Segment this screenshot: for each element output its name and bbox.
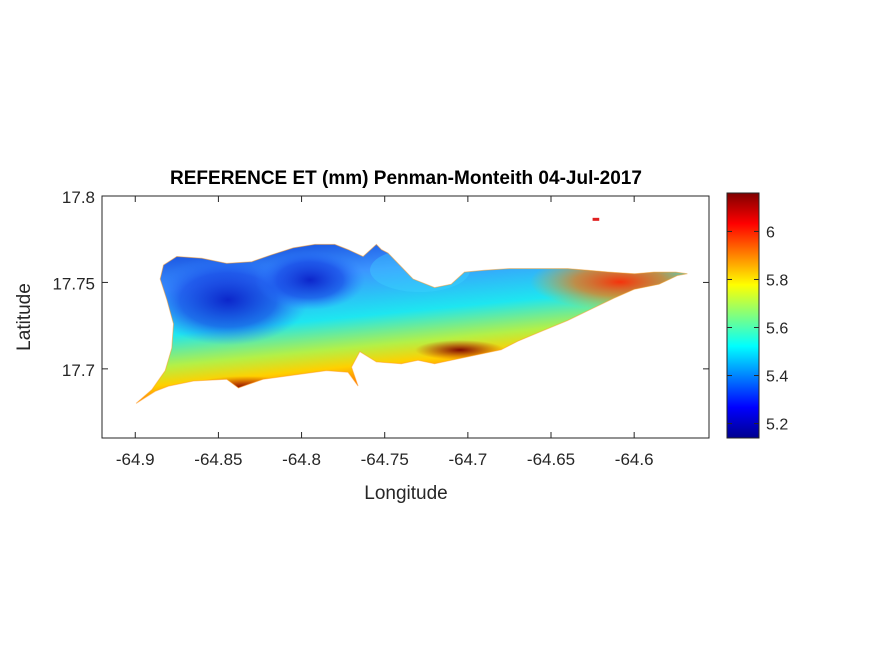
x-tick-label: -64.8 bbox=[282, 450, 321, 469]
colorbar-tick-label: 6 bbox=[766, 224, 775, 241]
colorbar-tick-label: 5.2 bbox=[766, 417, 788, 434]
island-outline bbox=[135, 243, 688, 404]
y-tick-label: 17.8 bbox=[62, 188, 95, 207]
x-axis-label: Longitude bbox=[364, 483, 447, 504]
colorbar-gradient bbox=[726, 192, 760, 439]
colorbar-tick-label: 5.4 bbox=[766, 369, 788, 386]
x-axis: -64.9 -64.85 -64.8 -64.75 -64.7 -64.65 -64.6 bbox=[116, 196, 654, 469]
x-tick-label: -64.6 bbox=[615, 450, 654, 469]
colorbar: 5.2 5.4 5.6 5.8 6 bbox=[726, 192, 788, 439]
et-low-core-center bbox=[255, 250, 365, 310]
chart-title: REFERENCE ET (mm) Penman-Monteith 04-Jul… bbox=[170, 168, 642, 189]
colorbar-ticks: 5.2 5.4 5.6 5.8 6 bbox=[727, 224, 788, 434]
x-tick-label: -64.7 bbox=[448, 450, 487, 469]
colorbar-tick-label: 5.8 bbox=[766, 272, 788, 289]
x-tick-label: -64.85 bbox=[194, 450, 242, 469]
y-tick-label: 17.7 bbox=[62, 361, 95, 380]
colorbar-tick-label: 5.6 bbox=[766, 321, 788, 338]
y-axis-label: Latitude bbox=[14, 283, 35, 351]
y-axis: 17.7 17.75 17.8 bbox=[52, 188, 709, 380]
x-tick-label: -64.75 bbox=[361, 450, 409, 469]
x-tick-label: -64.9 bbox=[116, 450, 155, 469]
x-tick-label: -64.65 bbox=[527, 450, 575, 469]
y-tick-label: 17.75 bbox=[52, 274, 95, 293]
